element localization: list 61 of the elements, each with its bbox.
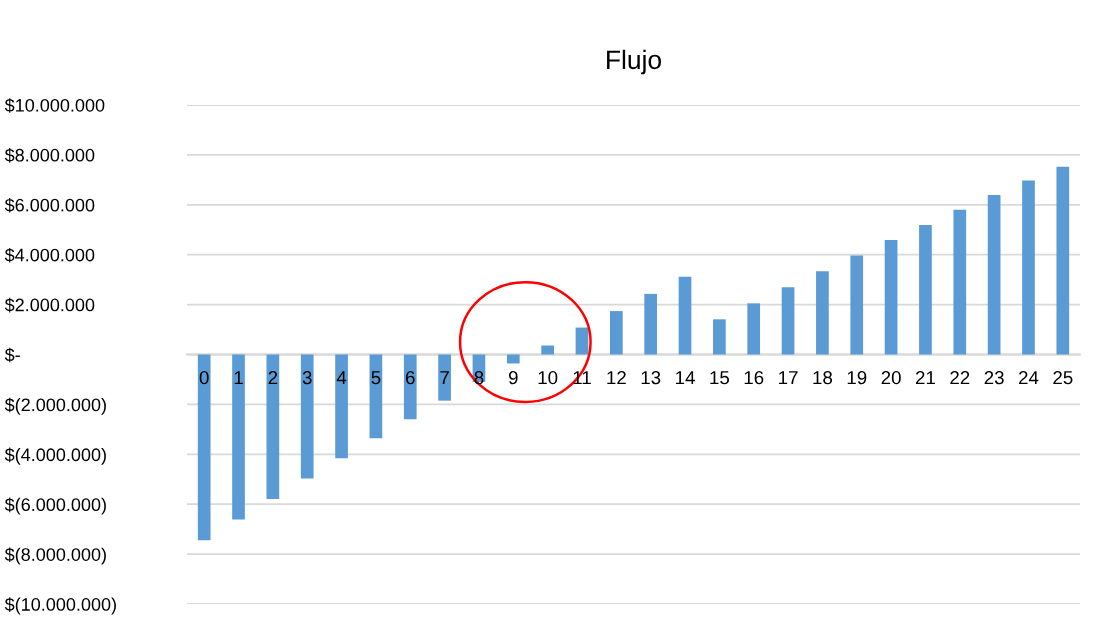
x-tick-label: 4 <box>336 371 347 385</box>
y-tick-label: $(8.000.000) <box>4 547 106 565</box>
bar <box>266 354 280 499</box>
bar <box>438 354 451 401</box>
bar <box>335 354 348 459</box>
bar <box>644 293 658 355</box>
bar <box>1056 166 1070 355</box>
x-tick-label: 24 <box>1019 371 1039 385</box>
bar <box>609 311 623 355</box>
bar <box>232 354 245 520</box>
bar <box>816 271 829 355</box>
x-tick-label: 16 <box>744 371 764 385</box>
y-tick-label: $10.000.000 <box>4 98 105 113</box>
x-tick-label: 19 <box>847 371 867 385</box>
x-tick-label: 20 <box>881 371 901 385</box>
x-tick-label: 8 <box>474 371 484 385</box>
x-tick-label: 18 <box>813 371 833 385</box>
y-tick-label: $(2.000.000) <box>4 397 106 415</box>
x-tick-label: 17 <box>779 371 798 385</box>
y-tick-label: $6.000.000 <box>4 197 95 213</box>
bar <box>884 239 898 355</box>
x-tick-label: 0 <box>199 371 209 385</box>
bar <box>781 287 795 355</box>
bar <box>403 354 417 420</box>
x-tick-label: 15 <box>710 371 730 385</box>
x-tick-label: 21 <box>915 371 935 385</box>
x-tick-label: 13 <box>641 371 661 385</box>
y-tick-label: $8.000.000 <box>4 148 95 163</box>
bar <box>850 255 864 355</box>
y-tick-label: $- <box>4 347 20 363</box>
x-tick-label: 14 <box>676 371 695 385</box>
x-tick-label: 2 <box>268 371 278 385</box>
x-tick-label: 7 <box>440 371 449 385</box>
y-tick-label: $(4.000.000) <box>4 447 106 465</box>
x-tick-label: 9 <box>508 371 518 385</box>
x-tick-label: 22 <box>950 371 970 385</box>
y-tick-label: $2.000.000 <box>4 297 95 313</box>
x-tick-label: 1 <box>234 371 243 385</box>
x-tick-label: 25 <box>1053 371 1073 385</box>
bar <box>300 354 314 479</box>
y-tick-label: $4.000.000 <box>4 247 95 263</box>
x-tick-label: 6 <box>405 371 415 385</box>
x-tick-label: 12 <box>607 371 626 385</box>
x-tick-label: 10 <box>538 371 558 385</box>
x-tick-label: 23 <box>984 371 1004 385</box>
y-tick-label: $(10.000.000) <box>4 597 116 615</box>
bar <box>953 209 967 355</box>
bar <box>506 354 520 364</box>
bar <box>1022 180 1035 355</box>
bar <box>678 276 692 355</box>
x-tick-label: 5 <box>371 371 381 385</box>
bar <box>575 327 589 355</box>
bar <box>541 345 554 355</box>
bar <box>987 195 1001 355</box>
bar <box>919 225 932 355</box>
y-tick-label: $(6.000.000) <box>4 497 106 515</box>
bar <box>747 303 761 355</box>
bar <box>197 354 211 541</box>
x-tick-label: 3 <box>302 371 312 385</box>
chart-title: Flujo <box>607 49 661 75</box>
bar <box>713 319 726 355</box>
